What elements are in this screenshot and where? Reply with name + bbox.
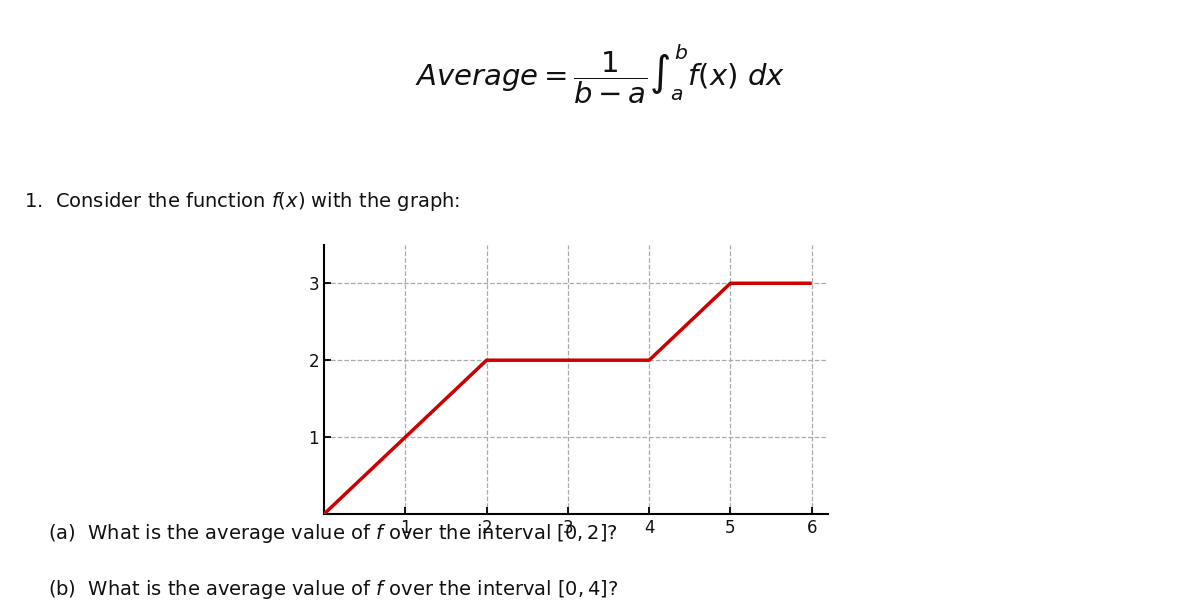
Text: $\mathit{Average} = \dfrac{1}{b-a}\int_a^b f(x)\ dx$: $\mathit{Average} = \dfrac{1}{b-a}\int_a… xyxy=(415,43,785,106)
Text: (a)  What is the average value of $f$ over the interval $[0, 2]$?: (a) What is the average value of $f$ ove… xyxy=(48,523,618,545)
Text: 1.  Consider the function $f(x)$ with the graph:: 1. Consider the function $f(x)$ with the… xyxy=(24,190,460,214)
Text: (b)  What is the average value of $f$ over the interval $[0, 4]$?: (b) What is the average value of $f$ ove… xyxy=(48,578,618,600)
